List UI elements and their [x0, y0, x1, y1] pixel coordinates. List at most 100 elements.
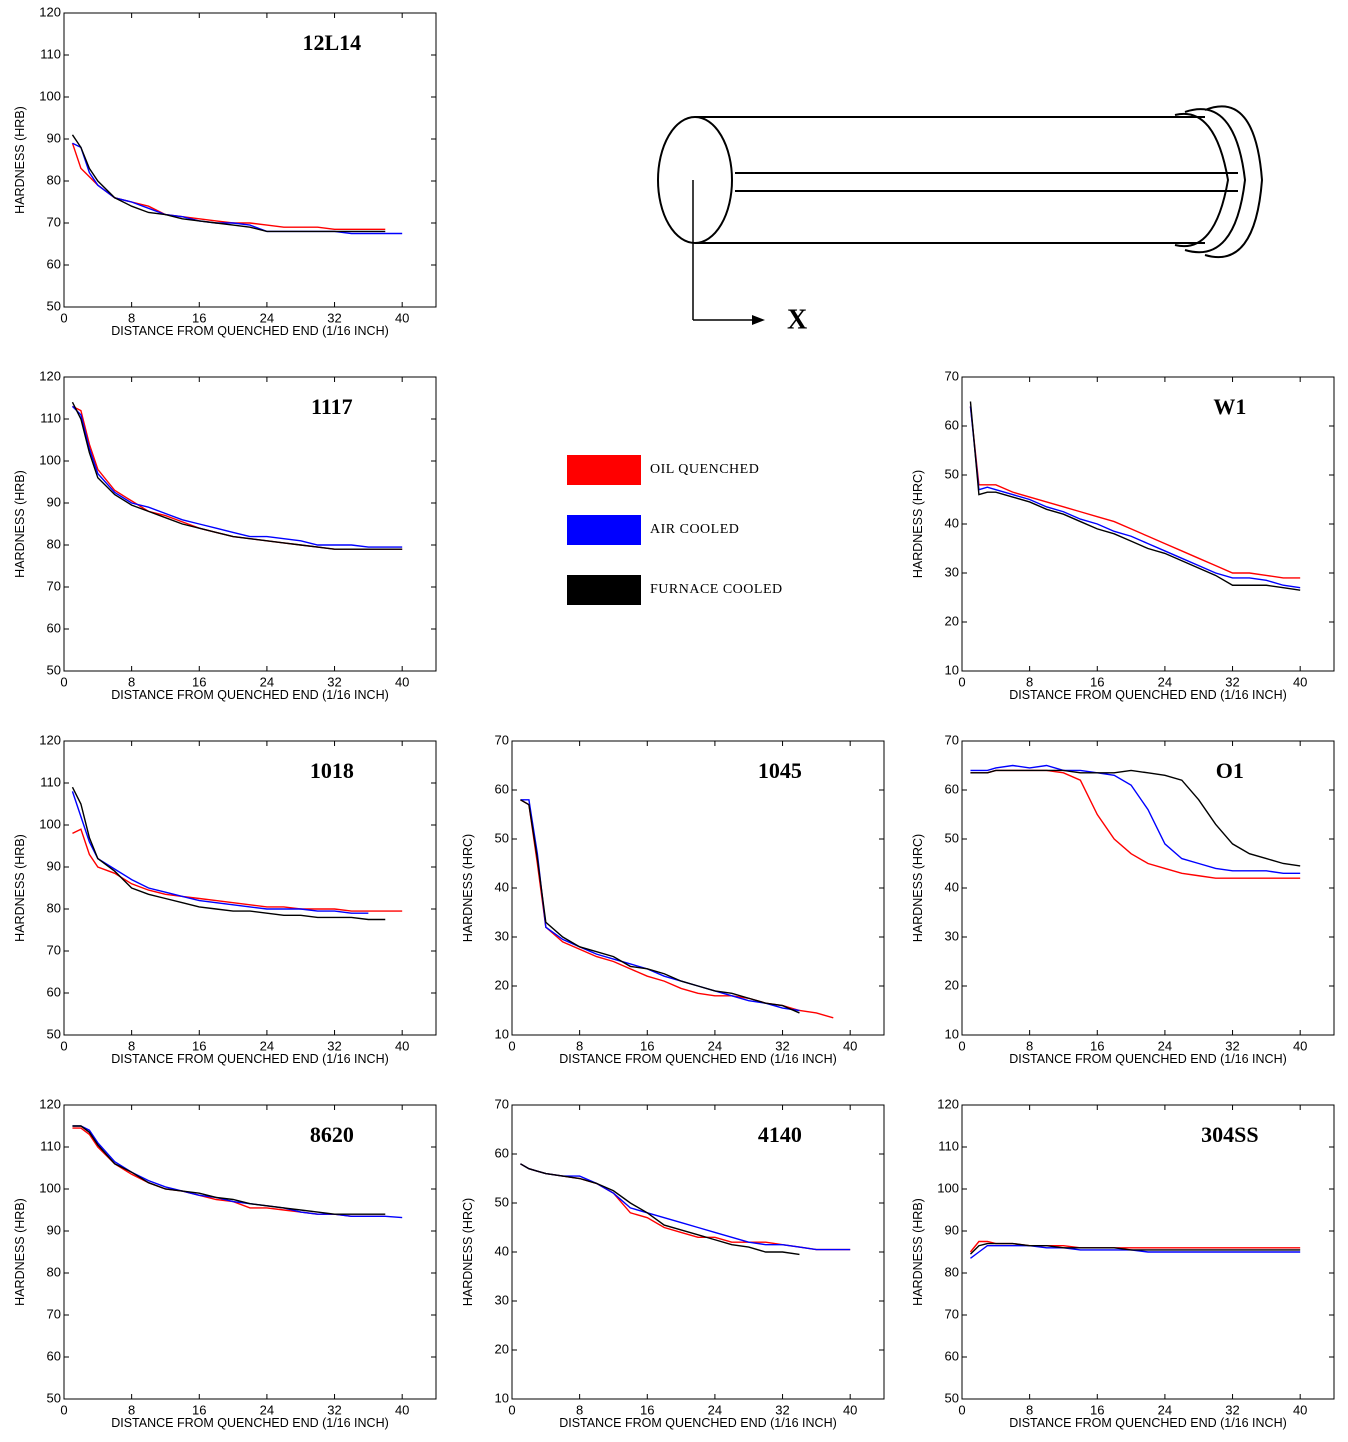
y-tick-label: 50 [495, 830, 509, 845]
y-tick-label: 120 [39, 368, 61, 383]
x-tick-label: 16 [1090, 1038, 1104, 1053]
series-line [970, 769, 1301, 867]
y-tick-label: 100 [39, 816, 61, 831]
y-tick-label: 60 [47, 1348, 61, 1363]
y-tick-label: 100 [39, 1180, 61, 1195]
legend-swatch [567, 455, 641, 485]
x-tick-label: 40 [1293, 1402, 1307, 1417]
plot-frame [511, 1104, 885, 1400]
y-tick-label: 30 [945, 564, 959, 579]
y-tick-label: 60 [945, 1348, 959, 1363]
y-axis-label: HARDNESS (HRC) [461, 834, 475, 942]
y-tick-label: 90 [47, 858, 61, 873]
x-tick-label: 24 [260, 1402, 274, 1417]
y-tick-label: 70 [495, 732, 509, 747]
y-tick-label: 60 [495, 1145, 509, 1160]
x-tick-label: 16 [1090, 1402, 1104, 1417]
y-tick-label: 30 [945, 928, 959, 943]
y-tick-label: 50 [945, 1390, 959, 1405]
y-tick-label: 20 [495, 1341, 509, 1356]
x-tick-label: 32 [775, 1402, 789, 1417]
series-line [969, 406, 1301, 579]
y-tick-label: 40 [945, 515, 959, 530]
series-line [71, 786, 386, 921]
x-tick-label: 0 [60, 1402, 67, 1417]
series-line [71, 405, 403, 548]
x-tick-label: 8 [128, 310, 135, 325]
x-tick-label: 32 [327, 674, 341, 689]
chart-title: 12L14 [302, 30, 361, 55]
series-line [71, 134, 386, 233]
x-tick-label: 24 [260, 674, 274, 689]
x-tick-label: 24 [1158, 674, 1172, 689]
y-tick-label: 50 [47, 1026, 61, 1041]
series-line [72, 1125, 386, 1215]
plot-frame [511, 740, 885, 1036]
plot-frame [961, 740, 1335, 1036]
y-tick-label: 80 [47, 536, 61, 551]
y-axis-label: HARDNESS (HRC) [911, 470, 925, 578]
axis-label: X [787, 304, 807, 335]
y-tick-label: 70 [945, 1306, 959, 1321]
y-tick-label: 20 [945, 613, 959, 628]
chart-title: O1 [1216, 758, 1244, 783]
x-tick-label: 16 [640, 1038, 654, 1053]
y-tick-label: 80 [47, 900, 61, 915]
y-tick-label: 90 [945, 1222, 959, 1237]
plot-frame [63, 376, 437, 672]
x-axis-label: DISTANCE FROM QUENCHED END (1/16 INCH) [1009, 1052, 1287, 1066]
chart-title: 4140 [758, 1122, 802, 1147]
x-tick-label: 24 [260, 310, 274, 325]
plot-frame [63, 12, 437, 308]
y-tick-label: 30 [495, 928, 509, 943]
y-tick-label: 10 [945, 662, 959, 677]
chart-title: 1018 [310, 758, 354, 783]
plot-frame [63, 1104, 437, 1400]
x-axis-label: DISTANCE FROM QUENCHED END (1/16 INCH) [559, 1052, 837, 1066]
x-tick-label: 32 [327, 1402, 341, 1417]
series-line [72, 1125, 403, 1219]
y-tick-label: 10 [495, 1390, 509, 1405]
legend-swatch [567, 575, 641, 605]
y-tick-label: 70 [47, 942, 61, 957]
x-tick-label: 0 [958, 674, 965, 689]
y-tick-label: 70 [945, 368, 959, 383]
x-tick-label: 40 [843, 1402, 857, 1417]
y-tick-label: 10 [495, 1026, 509, 1041]
y-tick-label: 110 [40, 1138, 61, 1153]
y-tick-label: 50 [47, 662, 61, 677]
plot-frame [63, 740, 437, 1036]
x-tick-label: 16 [192, 1038, 206, 1053]
x-tick-label: 0 [60, 674, 67, 689]
x-tick-label: 40 [1293, 1038, 1307, 1053]
legend-label: AIR COOLED [650, 522, 739, 537]
y-tick-label: 40 [945, 879, 959, 894]
y-tick-label: 60 [495, 781, 509, 796]
x-axis-label: DISTANCE FROM QUENCHED END (1/16 INCH) [559, 1416, 837, 1430]
y-tick-label: 10 [945, 1026, 959, 1041]
y-axis-label: HARDNESS (HRB) [13, 1198, 27, 1306]
y-tick-label: 30 [495, 1292, 509, 1307]
x-axis-label: DISTANCE FROM QUENCHED END (1/16 INCH) [111, 1052, 389, 1066]
y-tick-label: 50 [945, 830, 959, 845]
y-tick-label: 50 [495, 1194, 509, 1209]
x-tick-label: 32 [1225, 674, 1239, 689]
series-line [520, 1163, 800, 1256]
y-tick-label: 20 [495, 977, 509, 992]
x-tick-label: 16 [192, 310, 206, 325]
x-tick-label: 16 [640, 1402, 654, 1417]
y-axis-label: HARDNESS (HRC) [461, 1198, 475, 1306]
x-tick-label: 24 [260, 1038, 274, 1053]
y-tick-label: 120 [39, 4, 61, 19]
y-tick-label: 40 [495, 879, 509, 894]
x-tick-label: 0 [60, 310, 67, 325]
x-tick-label: 0 [60, 1038, 67, 1053]
y-tick-label: 70 [945, 732, 959, 747]
x-tick-label: 8 [1026, 1402, 1033, 1417]
legend-swatch [567, 515, 641, 545]
y-tick-label: 80 [47, 172, 61, 187]
x-tick-label: 0 [508, 1402, 515, 1417]
x-tick-label: 32 [1225, 1402, 1239, 1417]
y-tick-label: 110 [40, 774, 61, 789]
